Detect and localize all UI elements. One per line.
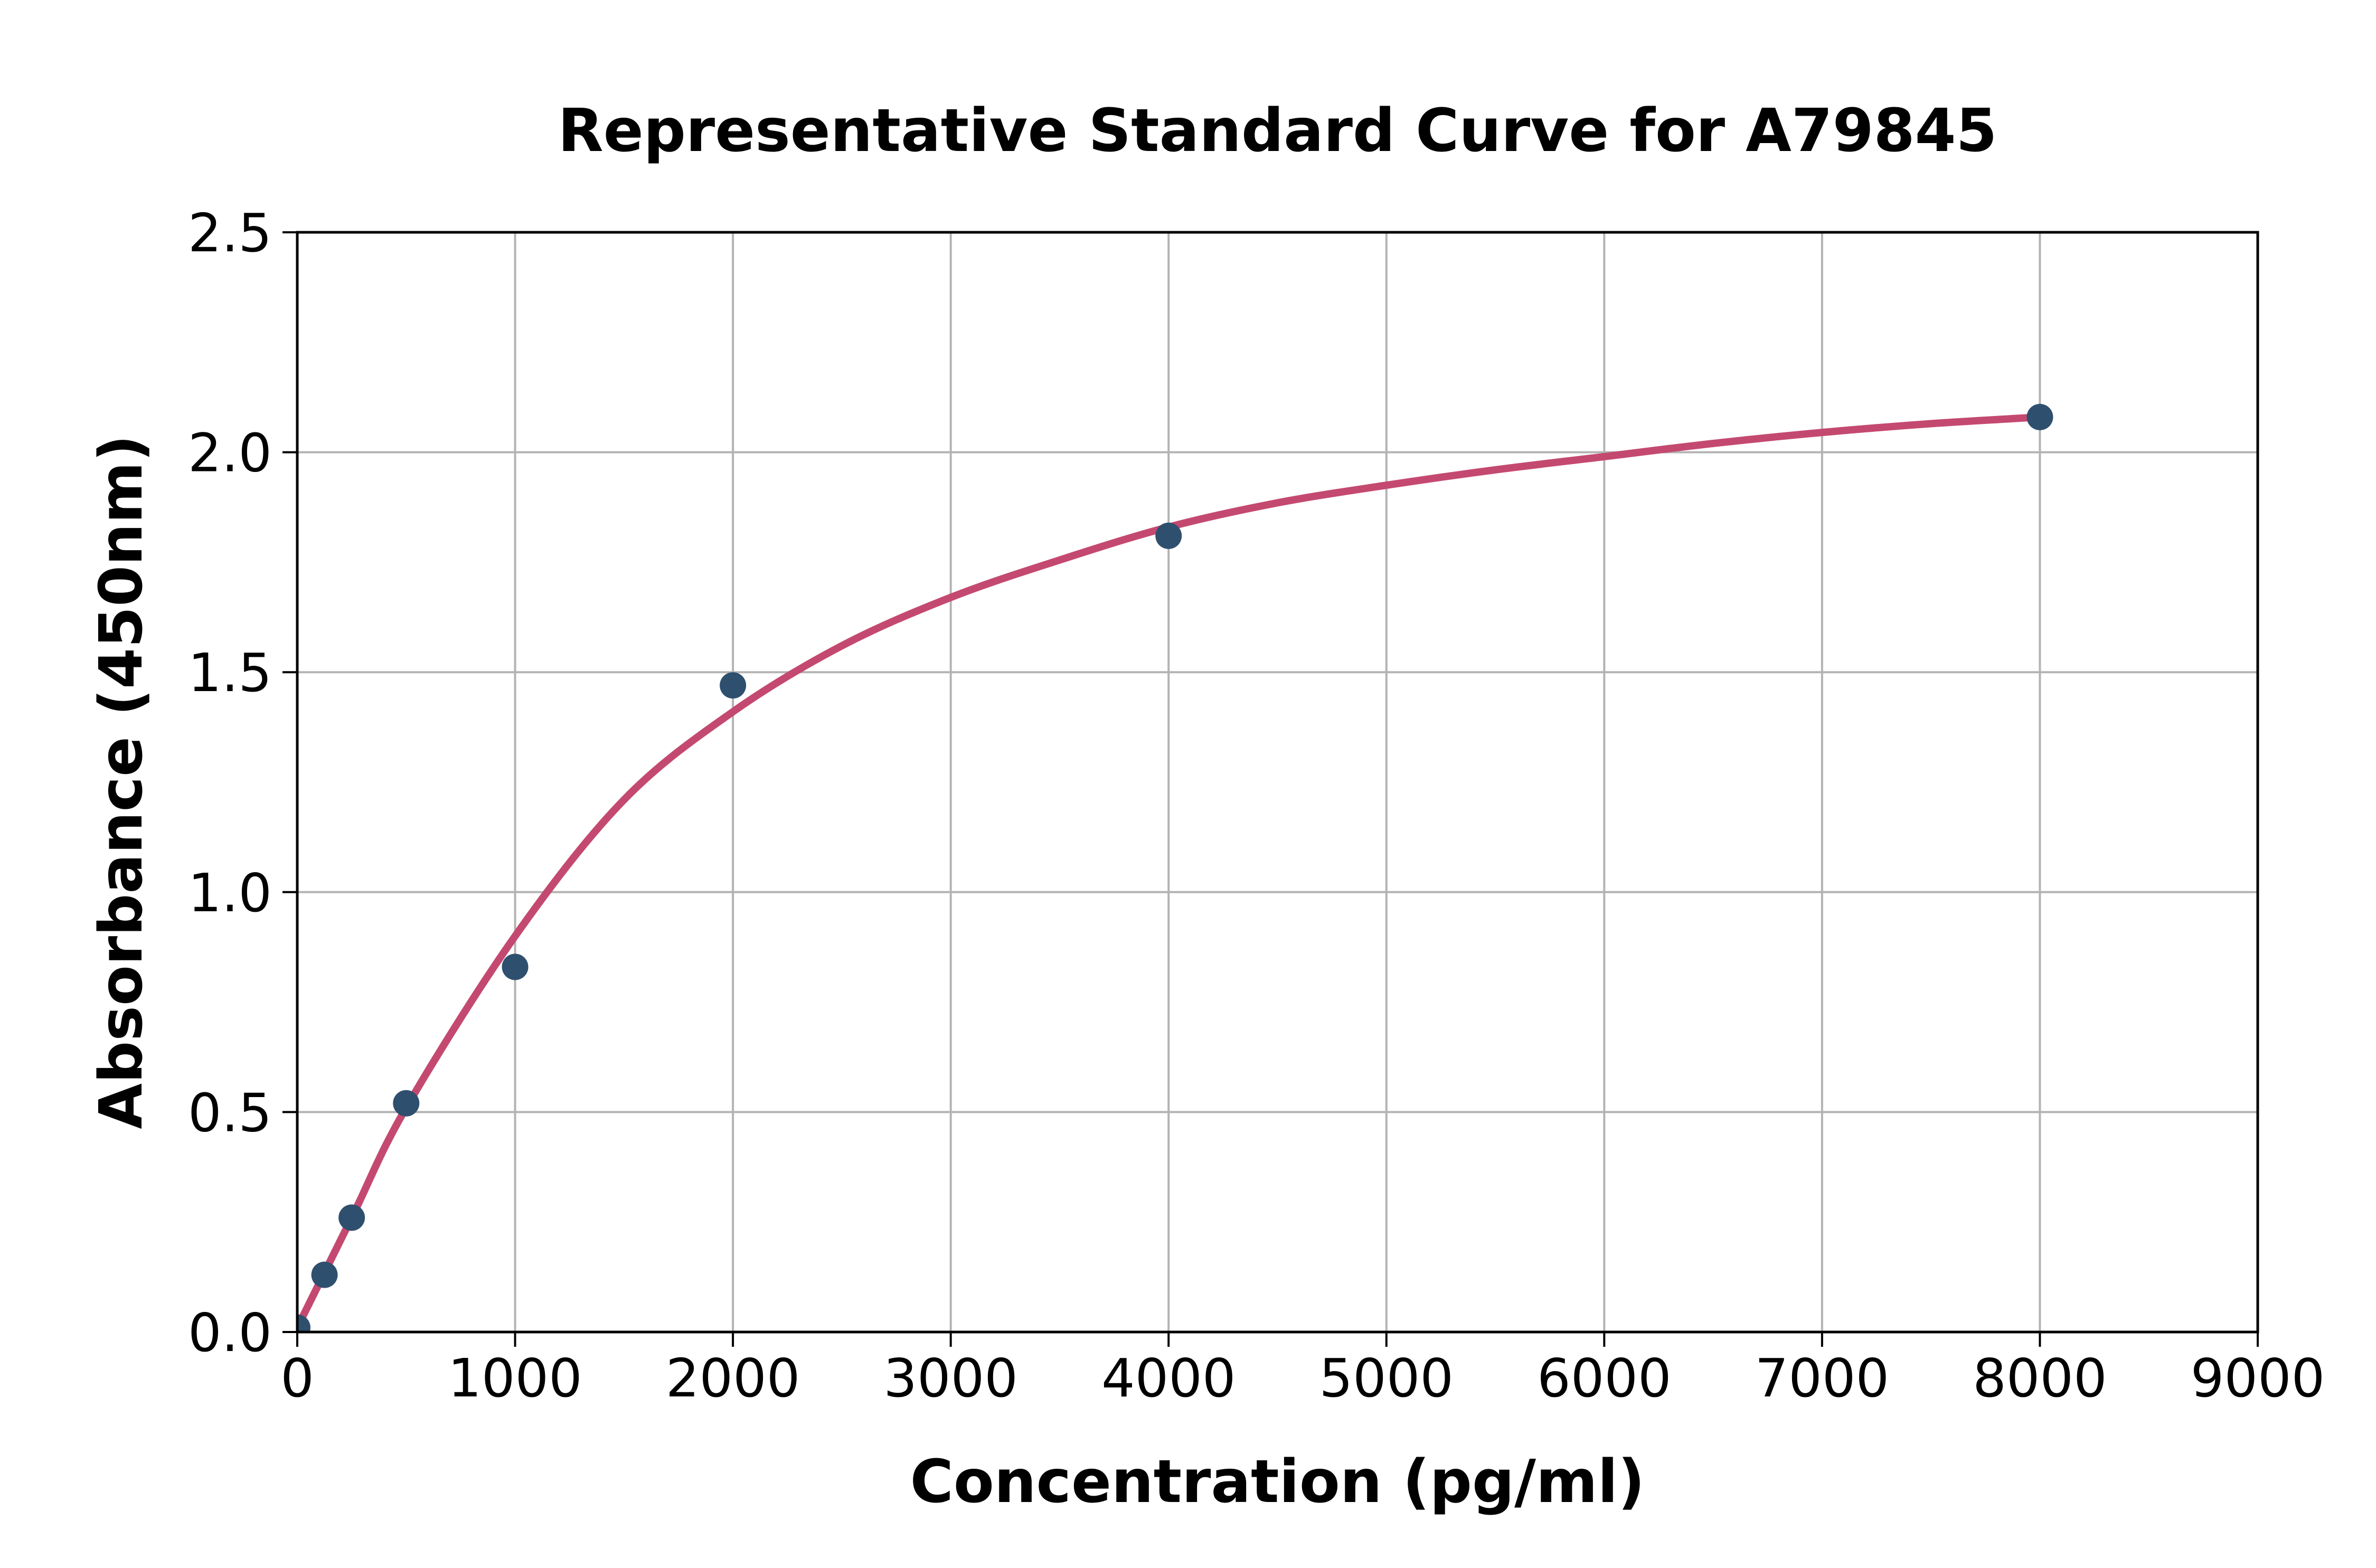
data-point: [297, 1314, 310, 1332]
y-tick-label: 1.0: [188, 862, 272, 924]
data-point: [2026, 403, 2053, 430]
y-tick-label: 0.0: [188, 1302, 272, 1364]
data-point: [338, 1204, 365, 1231]
data-point: [720, 672, 747, 699]
y-tick-label: 0.5: [188, 1082, 272, 1144]
axes-box: [296, 231, 2259, 1334]
y-tick-label: 2.0: [188, 422, 272, 484]
ticks: [282, 231, 2259, 1347]
chart-title: Representative Standard Curve for A79845: [558, 97, 1997, 165]
x-tick-label: 4000: [1101, 1347, 1236, 1409]
x-tick-label: 7000: [1755, 1347, 1890, 1409]
x-tick-label: 9000: [2191, 1347, 2325, 1409]
data-point: [502, 953, 529, 980]
data-point: [311, 1261, 338, 1288]
y-axis-label: Absorbance (450nm): [87, 434, 156, 1129]
data-point: [1155, 522, 1182, 549]
x-tick-label: 8000: [1973, 1347, 2107, 1409]
x-tick-label: 6000: [1537, 1347, 1672, 1409]
x-tick-label: 5000: [1319, 1347, 1454, 1409]
y-tick-label: 1.5: [188, 642, 272, 704]
tick-labels: 0 1000 2000 3000 4000 5000 6000 7000 8000 9000 0.0…: [188, 202, 2325, 1409]
x-tick-label: 0: [280, 1347, 314, 1409]
data-point: [393, 1090, 420, 1117]
x-tick-label: 3000: [883, 1347, 1018, 1409]
grid: [297, 232, 2258, 1332]
y-tick-label: 2.5: [188, 202, 272, 264]
standard-points: [297, 403, 2053, 1332]
x-tick-label: 2000: [666, 1347, 800, 1409]
x-axis-label: Concentration (pg/ml): [910, 1448, 1645, 1516]
fit-curve-line: [297, 413, 2044, 1331]
x-tick-label: 1000: [448, 1347, 582, 1409]
